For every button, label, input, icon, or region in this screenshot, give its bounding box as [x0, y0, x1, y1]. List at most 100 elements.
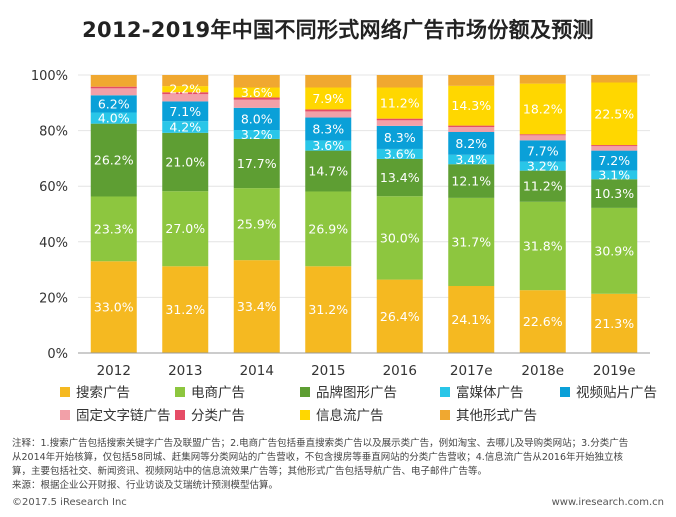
x-tick-label: 2018e	[521, 363, 564, 379]
legend-swatch	[440, 410, 450, 420]
bar-segment	[90, 95, 137, 113]
bar-segment	[448, 131, 495, 155]
x-tick-label: 2016	[383, 363, 417, 379]
bar-segment	[305, 75, 352, 88]
data-label: 8.2%	[455, 136, 487, 151]
bar-segment	[233, 107, 280, 131]
bar-segment	[376, 75, 423, 88]
data-label: 21.0%	[165, 155, 205, 170]
y-tick-label: 100%	[31, 69, 68, 84]
data-label: 31.7%	[451, 234, 491, 249]
bar-segment	[519, 290, 566, 353]
data-label: 31.8%	[523, 238, 563, 253]
x-tick-label: 2017e	[450, 363, 493, 379]
source-note: 来源：根据企业公开财报、行业访谈及艾瑞统计预测模型估算。	[12, 480, 279, 491]
bar-segment	[591, 150, 638, 171]
bar-segment	[305, 111, 352, 118]
bar-segment	[376, 148, 423, 159]
bar-segment	[305, 109, 352, 112]
legend-swatch	[440, 387, 450, 397]
bar-segment	[448, 126, 495, 132]
data-label: 24.1%	[451, 312, 491, 327]
bar-segment	[305, 140, 352, 151]
bar-segment	[162, 101, 209, 122]
y-tick-label: 80%	[39, 125, 68, 140]
data-label: 26.2%	[94, 153, 134, 168]
bar-segment	[519, 134, 566, 136]
bar-segment	[591, 179, 638, 208]
data-label: 22.5%	[594, 106, 634, 121]
bar-segment	[376, 125, 423, 149]
data-label: 12.1%	[451, 174, 491, 189]
y-tick-label: 60%	[39, 180, 68, 195]
x-tick-label: 2013	[168, 363, 202, 379]
bar-labels: 33.0% 31.2% 33.4% 31.2% 26.4% 24.1% 22.6% 21.3%…	[94, 82, 634, 331]
data-label: 30.9%	[594, 243, 634, 258]
bar-segment	[90, 86, 137, 89]
bar-segment	[591, 75, 638, 83]
legend-label: 富媒体广告	[456, 384, 524, 401]
bar-segment	[448, 286, 495, 353]
y-tick-label: 20%	[39, 291, 68, 306]
bar-segment	[90, 196, 137, 262]
bar-segment	[376, 87, 423, 119]
data-label: 13.4%	[380, 170, 420, 185]
website-link[interactable]: www.iresearch.com.cn	[551, 497, 664, 508]
bar-segment	[90, 123, 137, 197]
note-line-1: 注释：1.搜索广告包括搜索关键字广告及联盟广告；2.电商广告包括垂直搜索类广告以…	[12, 438, 629, 449]
bar-segment	[162, 121, 209, 133]
bar-segment	[305, 117, 352, 141]
bar-segment	[448, 125, 495, 127]
data-label: 31.2%	[308, 302, 348, 317]
legend-swatch	[175, 410, 185, 420]
data-label: 27.0%	[165, 221, 205, 236]
bar-segment	[448, 85, 495, 126]
data-label: 3.4%	[455, 152, 487, 167]
legend-label: 视频贴片广告	[576, 385, 657, 401]
legend-label: 品牌图形广告	[316, 384, 397, 401]
x-axis: 2012 2013 2014 2015 2016 2017e 2018e 2019e	[78, 352, 650, 379]
bars	[90, 75, 638, 353]
data-label: 21.3%	[594, 316, 634, 331]
data-label: 23.3%	[94, 221, 134, 236]
y-tick-label: 0%	[47, 347, 68, 362]
bar-segment	[305, 266, 352, 353]
bar-segment	[519, 201, 566, 291]
data-label: 26.4%	[380, 309, 420, 324]
bar-segment	[162, 191, 209, 267]
bar-segment	[591, 82, 638, 146]
data-label: 11.2%	[523, 179, 563, 194]
bar-segment	[305, 87, 352, 110]
bar-segment	[376, 118, 423, 121]
bar-segment	[519, 135, 566, 141]
bar-segment	[519, 161, 566, 171]
stacked-bar-chart: 0% 20% 40% 60% 80% 100% 33.0% 31.2% 33.4% 31.2% 2…	[31, 69, 657, 424]
bar-segment	[519, 83, 566, 135]
legend-label: 其他形式广告	[456, 408, 537, 424]
data-label: 6.2%	[98, 96, 130, 111]
legend-swatch	[300, 387, 310, 397]
legend-swatch	[60, 410, 70, 420]
legend-swatch	[560, 387, 570, 397]
bar-segment	[162, 75, 209, 87]
data-label: 10.3%	[594, 186, 634, 201]
bar-segment	[376, 120, 423, 126]
data-label: 7.9%	[312, 91, 344, 106]
bar-segment	[162, 94, 209, 102]
bar-segment	[376, 196, 423, 280]
data-label: 11.2%	[380, 96, 420, 111]
bar-segment	[233, 260, 280, 353]
bar-segment	[233, 130, 280, 139]
bar-segment	[233, 97, 280, 100]
data-label: 22.6%	[523, 314, 563, 329]
data-label: 3.6%	[312, 138, 344, 153]
bar-segment	[519, 75, 566, 84]
bar-segment	[376, 279, 423, 353]
data-label: 7.1%	[169, 104, 201, 119]
data-label: 4.2%	[169, 119, 201, 134]
data-label: 30.0%	[380, 230, 420, 245]
data-label: 2.2%	[169, 82, 201, 97]
bar-segment	[591, 207, 638, 294]
x-tick-label: 2015	[311, 363, 345, 379]
